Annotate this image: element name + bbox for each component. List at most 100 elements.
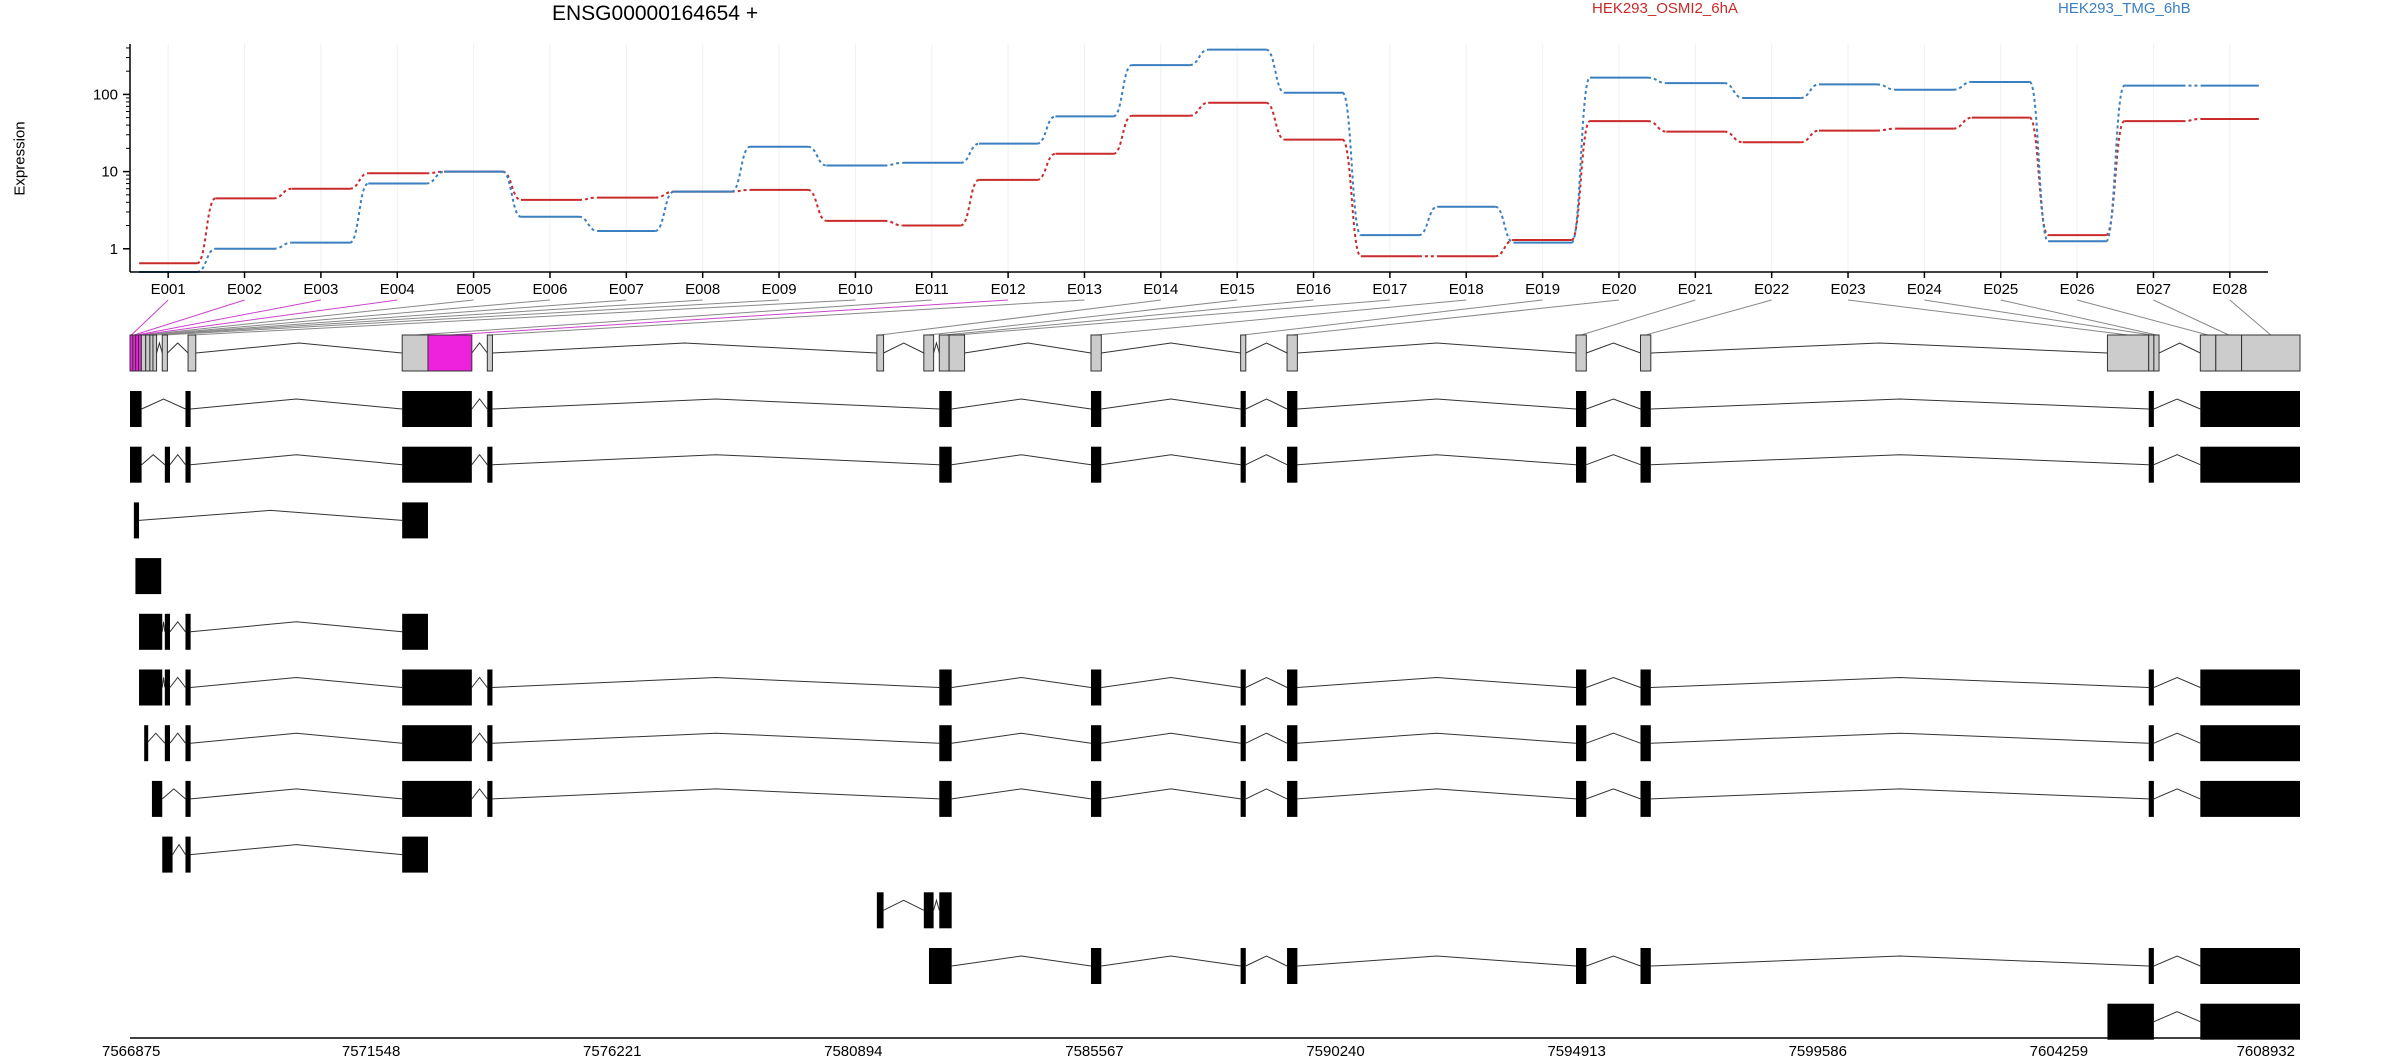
series-connector [1953,80,1972,91]
x-tick-label: E011 [915,281,949,298]
transcript-intron [1297,732,1577,744]
transcript-intron [492,788,940,800]
gene-intron [2158,342,2201,354]
series-connector [655,190,674,199]
gene-intron [156,341,163,354]
transcript-intron [1586,398,1641,410]
series-connector [2028,80,2050,243]
y-tick-label: 1 [110,241,118,258]
transcript-exon [402,836,428,873]
transcript-intron [190,844,403,856]
gene-exon [1286,334,1298,372]
exon-mapping-line [143,299,474,336]
transcript-exon [185,725,191,762]
transcript-intron [1297,788,1577,800]
transcript-intron [1101,955,1241,967]
series-connector [426,170,445,175]
series-connector [1189,48,1209,67]
x-tick-label: E007 [609,281,644,298]
transcript-intron [492,732,940,744]
transcript-exon [1090,669,1102,706]
genomic-tick-label: 7604259 [2030,1043,2088,1060]
transcript-intron [141,398,186,410]
series-connector [1494,205,1515,244]
transcript-intron [1586,454,1641,466]
series-connector [196,197,217,265]
exon-mapping-line [880,299,1161,336]
series-connector [1341,91,1362,237]
exon-mapping-line [1292,299,1620,336]
transcript-intron [471,788,488,800]
transcript-exon [1575,948,1587,984]
series-connector [1036,152,1056,181]
exon-mapping-line [928,299,1238,336]
genomic-tick-label: 7571548 [342,1043,400,1060]
x-tick-label: E005 [456,281,491,298]
x-tick-label: E017 [1372,281,1407,298]
chart-title: ENSG00000164654 + [552,2,759,25]
legend-entry-tmg: HEK293_TMG_6hB [2058,0,2191,17]
transcript-intron [1245,788,1288,800]
series-connector [1724,82,1743,99]
transcript-intron [1650,676,2149,688]
x-tick-label: E016 [1296,281,1331,298]
transcript-intron [169,453,186,466]
transcript-exon [928,948,952,984]
series-connector [731,145,751,193]
transcript-exon [164,446,170,483]
transcript-exon [923,892,934,929]
transcript-exon [2200,391,2300,427]
gene-exon [2148,334,2155,372]
transcript-intron [1650,788,2149,800]
gene-exon [1240,334,1247,372]
transcript-exon [939,669,952,706]
series-connector [349,172,369,190]
transcript-intron [161,788,186,800]
transcript-exon [402,502,428,539]
transcript-exon [1640,725,1651,762]
transcript-exon [164,725,170,762]
genomic-tick-label: 7585567 [1065,1043,1123,1060]
transcript-exon [1575,391,1587,427]
series-connector [1800,83,1820,99]
transcript-exon [1287,391,1298,427]
axis-layer: 1 10 100 E001 E002 E003 E004 E005 E006 E007 E008 E0… [93,44,2268,298]
transcript-exon [185,391,191,427]
transcript-exon [1240,446,1246,483]
transcript-exon [2148,669,2154,706]
transcript-exon [2148,391,2154,427]
transcript-intron [2153,454,2201,466]
y-tick-label: 100 [93,86,118,103]
transcript-exon [2200,669,2300,706]
series-connector [1112,64,1133,118]
series-connector [2182,118,2201,123]
transcript-exon [2148,446,2154,483]
series-connector [578,196,598,201]
series-connector [1877,127,1896,132]
transcript-exon [487,669,493,706]
exon-mapping-line [191,299,856,336]
transcript-exon [2107,1003,2154,1040]
transcript-intron [138,509,403,521]
transcript-exon [151,780,163,817]
transcript-intron [190,732,403,744]
series-connector [1953,116,1972,130]
gene-exon [923,334,935,372]
transcript-exon [2200,780,2300,817]
gene-intron [167,342,189,354]
transcript-intron [190,788,403,800]
transcript-intron [951,788,1092,800]
transcript-intron [1650,732,2149,744]
transcript-exon [1240,948,1246,984]
exon-mapping-line [449,299,1009,336]
series-connector [1265,101,1285,141]
transcript-exon [939,446,952,483]
legend-entry-osmi2: HEK293_OSMI2_6hA [1592,0,1738,17]
series-connector [1647,76,1667,85]
gene-intron [1650,342,2108,354]
genomic-tick-label: 7576221 [583,1043,641,1060]
transcript-exon [939,780,952,817]
transcript-exon [1090,725,1102,762]
gene-exon [2153,334,2160,372]
gene-exon [187,334,197,372]
